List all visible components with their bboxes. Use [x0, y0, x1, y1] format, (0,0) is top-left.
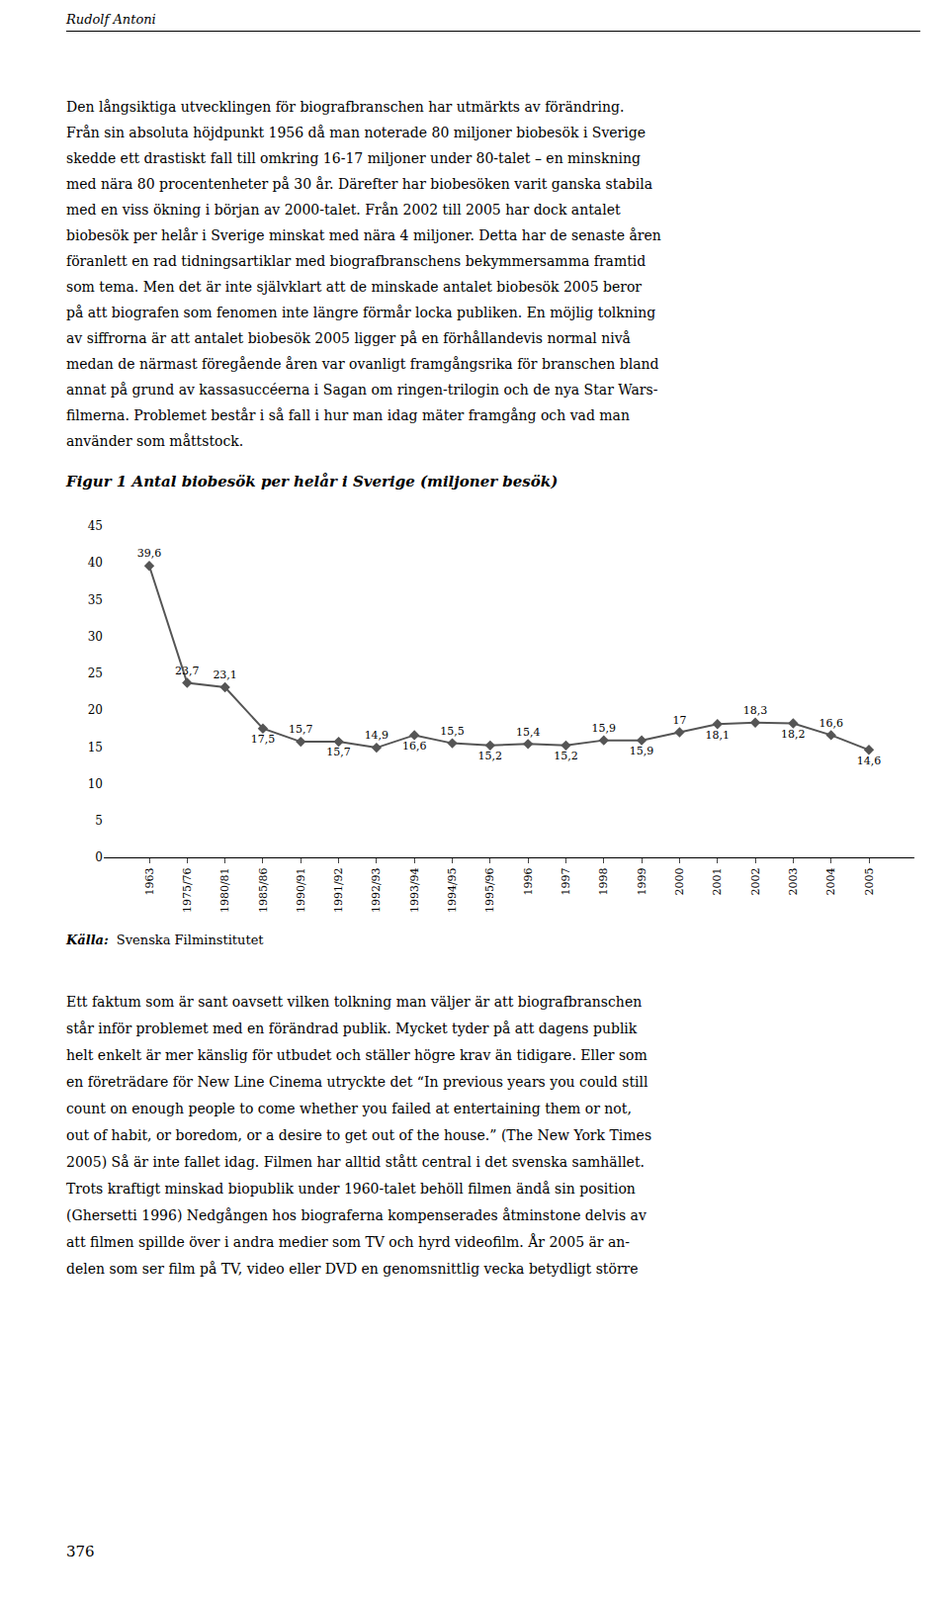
- html-text:av siffrorna är att antalet bi: av siffrorna är att antalet biobesök 200…: [66, 330, 631, 346]
- html-text:Figur 1 Antal biobesök per hel: Figur 1 Antal biobesök per helår i Sveri…: [66, 472, 558, 491]
- svg-text:1997: 1997: [559, 866, 573, 895]
- html-text:som tema. Men det är inte själ: som tema. Men det är inte självklart att…: [66, 278, 642, 295]
- svg-text:2005: 2005: [862, 866, 876, 895]
- svg-text:17,5: 17,5: [251, 732, 276, 746]
- html-text:med nära 80 procentenheter på: med nära 80 procentenheter på 30 år. Där…: [66, 175, 653, 192]
- html-text:Den långsiktiga utvecklingen f: Den långsiktiga utvecklingen för biograf…: [66, 98, 625, 115]
- svg-text:14,9: 14,9: [364, 728, 390, 742]
- svg-text:15,5: 15,5: [439, 724, 465, 738]
- svg-text:15,4: 15,4: [516, 725, 541, 739]
- svg-text:1999: 1999: [635, 866, 649, 895]
- svg-text:40: 40: [87, 555, 103, 570]
- html-text:biobesök per helår i Sverige m: biobesök per helår i Sverige minskat med…: [66, 227, 662, 244]
- svg-text:30: 30: [87, 629, 103, 644]
- html-text:filmerna. Problemet består i s: filmerna. Problemet består i så fall i h…: [66, 407, 630, 424]
- html-text:föranlett en rad tidningsartik: föranlett en rad tidningsartiklar med bi…: [66, 253, 646, 269]
- html-text:Svenska Filminstitutet: Svenska Filminstitutet: [116, 932, 264, 948]
- html-text:count on enough people to come: count on enough people to come whether y…: [66, 1100, 632, 1117]
- svg-text:15: 15: [87, 740, 103, 755]
- svg-text:18,1: 18,1: [704, 728, 730, 742]
- svg-text:1991/92: 1991/92: [332, 866, 346, 913]
- html-text:Trots kraftigt minskad biopubl: Trots kraftigt minskad biopublik under 1…: [66, 1180, 636, 1197]
- svg-text:0: 0: [94, 850, 103, 864]
- svg-text:16,6: 16,6: [818, 716, 844, 730]
- html-text:Ett faktum som är sant oavsett: Ett faktum som är sant oavsett vilken to…: [66, 993, 642, 1010]
- svg-text:15,2: 15,2: [553, 749, 579, 763]
- svg-text:23,7: 23,7: [174, 664, 200, 678]
- html-text:376: 376: [66, 1542, 95, 1560]
- svg-text:14,6: 14,6: [857, 754, 882, 768]
- html-text:helt enkelt är mer känslig för: helt enkelt är mer känslig för utbudet o…: [66, 1046, 648, 1063]
- svg-text:25: 25: [87, 666, 103, 681]
- svg-text:17: 17: [672, 713, 687, 727]
- svg-text:15,2: 15,2: [478, 749, 504, 763]
- html-text:med en viss ökning i början av: med en viss ökning i början av 2000-tale…: [66, 201, 621, 218]
- svg-text:15,9: 15,9: [592, 721, 617, 735]
- html-text:står inför problemet med en fö: står inför problemet med en förändrad pu…: [66, 1020, 637, 1036]
- html-text:Källa:: Källa:: [66, 932, 109, 948]
- svg-text:20: 20: [87, 702, 103, 717]
- svg-text:1996: 1996: [521, 866, 535, 895]
- html-text:medan de närmast föregående år: medan de närmast föregående åren var ova…: [66, 355, 659, 372]
- svg-text:1998: 1998: [597, 866, 610, 895]
- svg-text:10: 10: [87, 776, 103, 791]
- svg-text:1994/95: 1994/95: [445, 866, 459, 913]
- html-text:en företrädare för New Line Ci: en företrädare för New Line Cinema utryc…: [66, 1073, 648, 1090]
- svg-text:2003: 2003: [786, 866, 800, 895]
- svg-text:1985/86: 1985/86: [257, 866, 270, 913]
- html-text:att filmen spillde över i andr: att filmen spillde över i andra medier s…: [66, 1233, 630, 1250]
- html-text:på att biografen som fenomen i: på att biografen som fenomen inte längre…: [66, 304, 656, 321]
- svg-text:2004: 2004: [824, 866, 838, 895]
- html-text:annat på grund av kassasuccéer: annat på grund av kassasuccéerna i Sagan…: [66, 381, 658, 398]
- svg-text:35: 35: [87, 593, 103, 607]
- html-text:out of habit, or boredom, or a: out of habit, or boredom, or a desire to…: [66, 1126, 652, 1143]
- html-text:2005) Så är inte fallet idag.: 2005) Så är inte fallet idag. Filmen har…: [66, 1153, 645, 1170]
- svg-text:2002: 2002: [749, 866, 763, 895]
- svg-text:15,9: 15,9: [629, 744, 655, 758]
- html-text:(Ghersetti 1996) Nedgången hos: (Ghersetti 1996) Nedgången hos biografer…: [66, 1207, 647, 1223]
- svg-text:2000: 2000: [673, 866, 687, 895]
- svg-text:15,7: 15,7: [326, 745, 351, 759]
- svg-text:16,6: 16,6: [402, 739, 428, 753]
- html-text:delen som ser film på TV, vide: delen som ser film på TV, video eller DV…: [66, 1260, 639, 1277]
- svg-text:2001: 2001: [710, 866, 724, 895]
- svg-text:1992/93: 1992/93: [369, 866, 383, 913]
- svg-text:18,2: 18,2: [780, 727, 806, 741]
- svg-text:23,1: 23,1: [212, 668, 238, 682]
- html-text:Från sin absoluta höjdpunkt 19: Från sin absoluta höjdpunkt 1956 då man …: [66, 124, 646, 141]
- svg-text:1963: 1963: [143, 866, 157, 895]
- svg-text:1995/96: 1995/96: [483, 866, 497, 913]
- svg-text:1975/76: 1975/76: [180, 866, 194, 913]
- svg-text:1990/91: 1990/91: [294, 866, 308, 913]
- svg-text:15,7: 15,7: [288, 722, 314, 736]
- svg-text:18,3: 18,3: [743, 703, 769, 717]
- svg-text:45: 45: [87, 518, 103, 533]
- html-text:använder som måttstock.: använder som måttstock.: [66, 432, 244, 449]
- svg-text:39,6: 39,6: [137, 546, 163, 560]
- svg-text:5: 5: [94, 813, 103, 828]
- html-text:Rudolf Antoni: Rudolf Antoni: [66, 11, 156, 27]
- svg-text:1980/81: 1980/81: [218, 866, 232, 913]
- svg-text:1993/94: 1993/94: [408, 866, 422, 913]
- html-text:skedde ett drastiskt fall till: skedde ett drastiskt fall till omkring 1…: [66, 150, 641, 167]
